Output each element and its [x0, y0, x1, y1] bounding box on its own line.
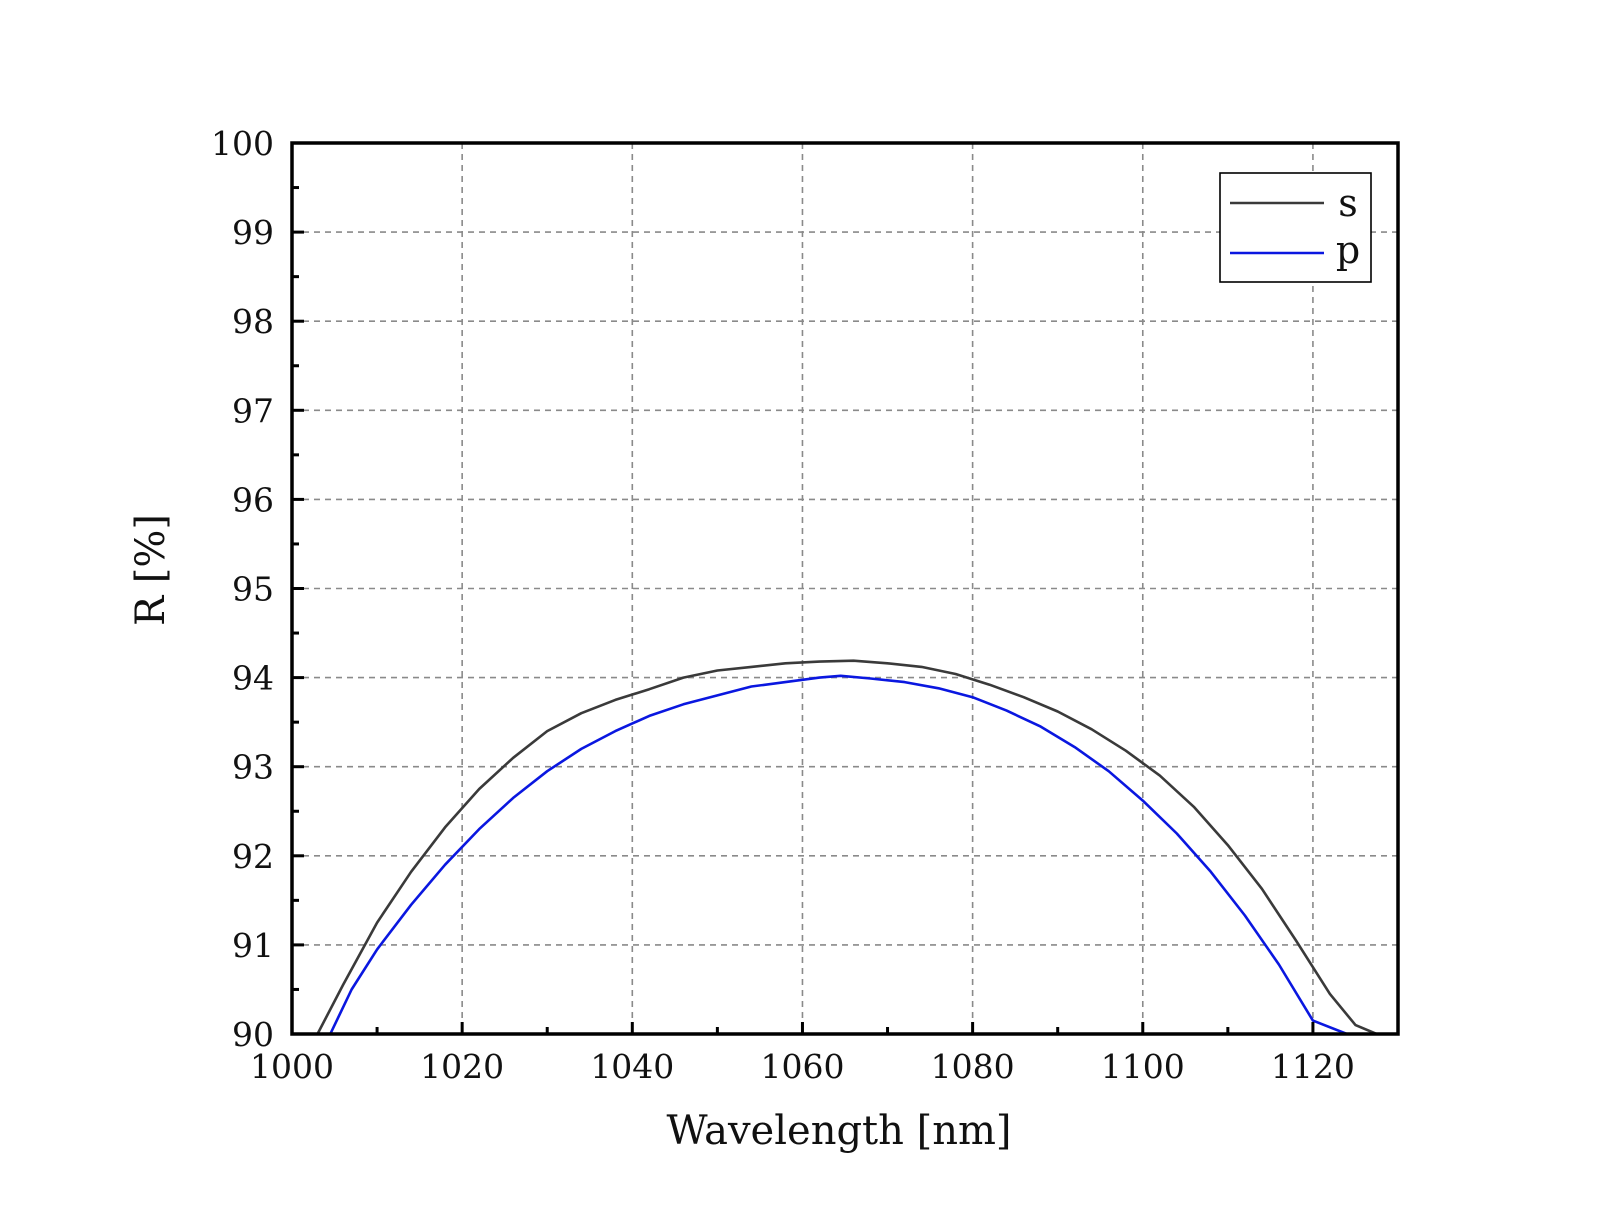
- x-tick-label: 1060: [760, 1047, 844, 1086]
- x-tick-label: 1120: [1271, 1047, 1355, 1086]
- y-tick-label: 91: [232, 926, 274, 965]
- x-tick-label: 1100: [1101, 1047, 1185, 1086]
- grid-layer: [292, 143, 1398, 1034]
- y-axis-title: R [%]: [128, 514, 174, 626]
- y-tick-label: 98: [232, 302, 274, 341]
- series-line-s: [316, 659, 1378, 1036]
- y-tick-label: 100: [211, 124, 274, 163]
- y-tick-label: 99: [232, 213, 274, 252]
- series-layer: [316, 659, 1378, 1036]
- series-line-p: [328, 674, 1366, 1036]
- axes-layer: [290, 141, 1400, 1036]
- x-tick-label: 1040: [590, 1047, 674, 1086]
- x-axis-title: Wavelength [nm]: [666, 1108, 1011, 1154]
- legend-box: [1219, 172, 1372, 283]
- y-tick-label: 95: [232, 570, 274, 609]
- y-tick-label: 90: [232, 1015, 274, 1054]
- x-tick-label: 1020: [420, 1047, 504, 1086]
- x-tick-label: 1080: [931, 1047, 1015, 1086]
- legend: s p: [1219, 172, 1372, 283]
- x-tick-label: 1000: [250, 1047, 334, 1086]
- y-tick-label: 93: [232, 748, 274, 787]
- y-tick-label: 96: [232, 480, 274, 519]
- y-tick-label: 94: [232, 659, 274, 698]
- y-tick-label: 92: [232, 837, 274, 876]
- legend-label-p: p: [1336, 228, 1360, 272]
- y-tick-label: 97: [232, 391, 274, 430]
- legend-label-s: s: [1338, 181, 1358, 225]
- tick-label-layer: 1000 1020 1040 1060 1080 1100 1120 90 91 92 93 94 95…: [211, 124, 1355, 1086]
